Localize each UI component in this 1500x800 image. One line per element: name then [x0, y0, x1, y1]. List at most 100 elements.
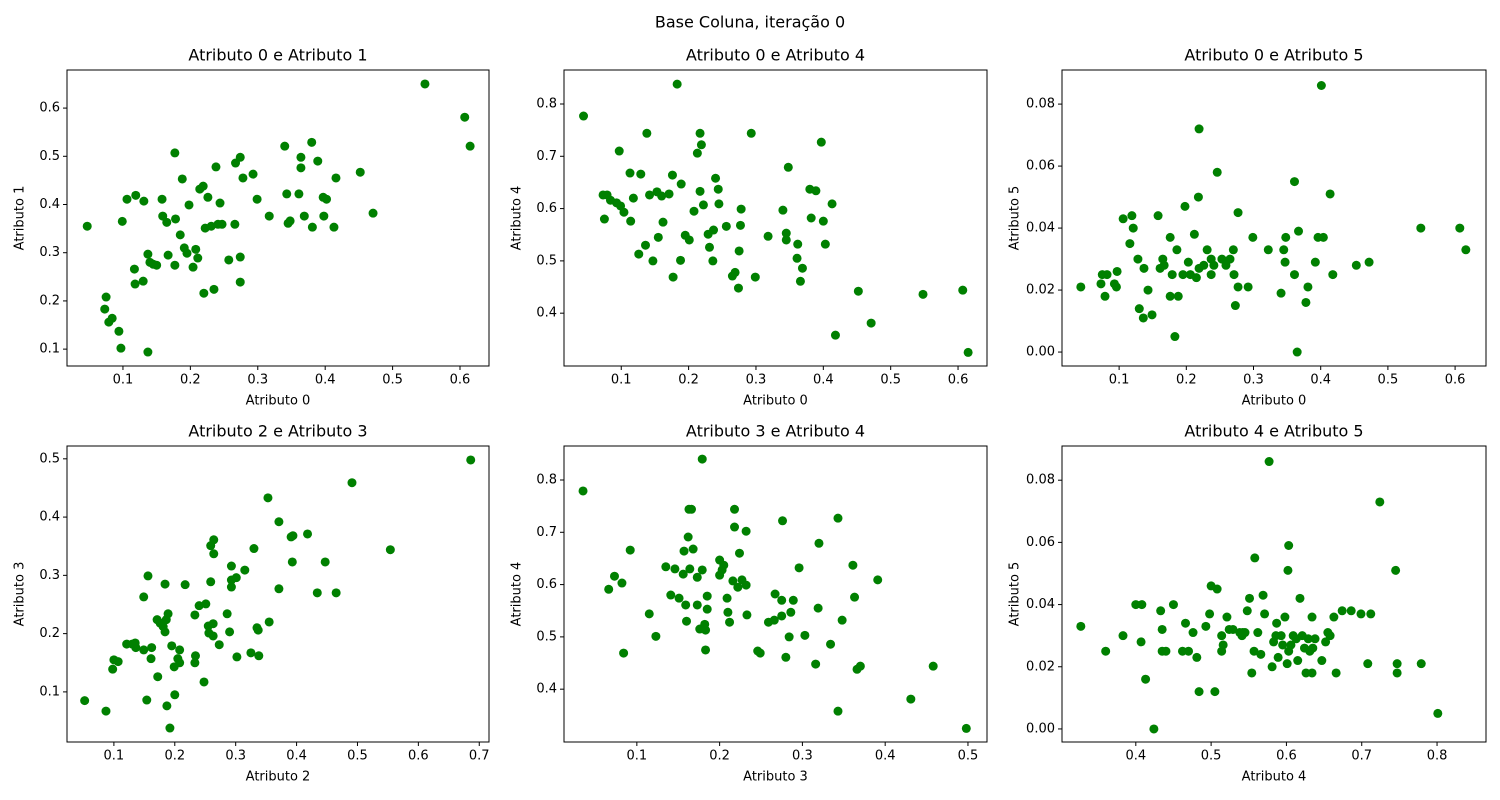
y-tick-label: 0.7	[536, 525, 557, 540]
scatter-point	[313, 156, 323, 166]
scatter-point	[818, 216, 828, 226]
scatter-point	[1139, 263, 1149, 273]
scatter-point	[800, 630, 810, 640]
scatter-point	[697, 565, 707, 575]
scatter-point	[733, 582, 743, 592]
scatter-point	[713, 184, 723, 194]
scatter-point	[307, 222, 317, 232]
scatter-point	[263, 493, 273, 503]
scatter-point	[686, 504, 696, 514]
subplot: Atributo 2 e Atributo 3 0.1 0.2 0.3 0.4 0.5 0.…	[13, 422, 490, 785]
scatter-point	[742, 610, 752, 620]
subplot: Atributo 4 e Atributo 5 0.4 0.5 0.6 0.7 0.8 0.…	[1008, 422, 1487, 785]
y-tick-label: 0.8	[536, 96, 557, 111]
scatter-point	[958, 285, 968, 295]
scatter-point	[661, 562, 671, 572]
scatter-point	[209, 284, 219, 294]
scatter-point	[730, 504, 740, 514]
scatter-point	[1138, 313, 1148, 323]
scatter-point	[1276, 631, 1286, 641]
scatter-point	[1128, 223, 1138, 233]
y-tick-label: 0.4	[39, 197, 60, 212]
scatter-point	[617, 578, 627, 588]
scatter-point	[1316, 80, 1326, 90]
subplot: Atributo 0 e Atributo 5 0.1 0.2 0.3 0.4 0.5 0.…	[1008, 46, 1487, 409]
scatter-point	[252, 194, 262, 204]
scatter-point	[1307, 612, 1317, 622]
scatter-point	[1102, 270, 1112, 280]
x-tick-label: 0.5	[382, 373, 403, 388]
scatter-point	[117, 216, 127, 226]
scatter-point	[619, 207, 629, 217]
x-tick-label: 0.6	[948, 373, 969, 388]
scatter-point	[1276, 288, 1286, 298]
scatter-point	[625, 545, 635, 555]
scatter-point	[303, 529, 313, 539]
scatter-point	[107, 313, 117, 323]
scatter-point	[240, 565, 250, 575]
scatter-point	[211, 162, 221, 172]
x-tick-label: 0.1	[627, 749, 648, 764]
scatter-point	[1308, 643, 1318, 653]
scatter-point	[1280, 257, 1290, 267]
scatter-point	[1147, 310, 1157, 320]
scatter-point	[1228, 624, 1238, 634]
scatter-point	[188, 262, 198, 272]
scatter-point	[1284, 540, 1294, 550]
scatter-point	[827, 199, 837, 209]
scatter-point	[1112, 266, 1122, 276]
scatter-point	[1301, 297, 1311, 307]
x-axis-label: Atributo 0	[1242, 394, 1307, 409]
scatter-point	[122, 194, 132, 204]
scatter-point	[1310, 257, 1320, 267]
scatter-point	[1325, 631, 1335, 641]
y-tick-label: 0.02	[1026, 283, 1055, 298]
subplot-title: Atributo 0 e Atributo 4	[686, 46, 865, 65]
scatter-point	[816, 137, 826, 147]
scatter-point	[1101, 646, 1111, 656]
scatter-point	[1184, 646, 1194, 656]
scatter-point	[788, 595, 798, 605]
scatter-point	[714, 199, 724, 209]
scatter-point	[209, 549, 219, 559]
y-tick-label: 0.00	[1026, 345, 1055, 360]
scatter-point	[679, 546, 689, 556]
y-tick-label: 0.6	[39, 101, 60, 116]
scatter-point	[101, 292, 111, 302]
x-tick-label: 0.4	[813, 373, 834, 388]
scatter-point	[668, 272, 678, 282]
scatter-point	[235, 252, 245, 262]
scatter-point	[781, 235, 791, 245]
subplot: Atributo 3 e Atributo 4 0.1 0.2 0.3 0.4 0.5 0.…	[510, 422, 988, 785]
scatter-point	[142, 695, 152, 705]
scatter-point	[355, 167, 365, 177]
y-axis-label: Atributo 4	[510, 562, 525, 627]
scatter-point	[676, 179, 686, 189]
scatter-point	[170, 690, 180, 700]
y-tick-label: 0.5	[536, 253, 557, 268]
scatter-point	[963, 347, 973, 357]
scatter-point	[599, 214, 609, 224]
scatter-point	[701, 645, 711, 655]
scatter-point	[688, 544, 698, 554]
scatter-point	[1194, 124, 1204, 134]
x-tick-label: 0.7	[1351, 749, 1372, 764]
scatter-point	[763, 231, 773, 241]
scatter-point	[770, 589, 780, 599]
y-axis-label: Atributo 5	[1008, 186, 1023, 251]
scatter-point	[1346, 606, 1356, 616]
scatter-point	[1331, 668, 1341, 678]
scatter-point	[837, 615, 847, 625]
scatter-point	[676, 255, 686, 265]
scatter-point	[873, 575, 883, 585]
scatter-point	[741, 580, 751, 590]
scatter-point	[783, 162, 793, 172]
scatter-point	[1391, 565, 1401, 575]
scatter-point	[280, 141, 290, 151]
scatter-point	[248, 169, 258, 179]
y-tick-label: 0.2	[39, 626, 60, 641]
scatter-point	[736, 204, 746, 214]
y-axis-label: Atributo 1	[13, 186, 28, 251]
scatter-point	[175, 230, 185, 240]
